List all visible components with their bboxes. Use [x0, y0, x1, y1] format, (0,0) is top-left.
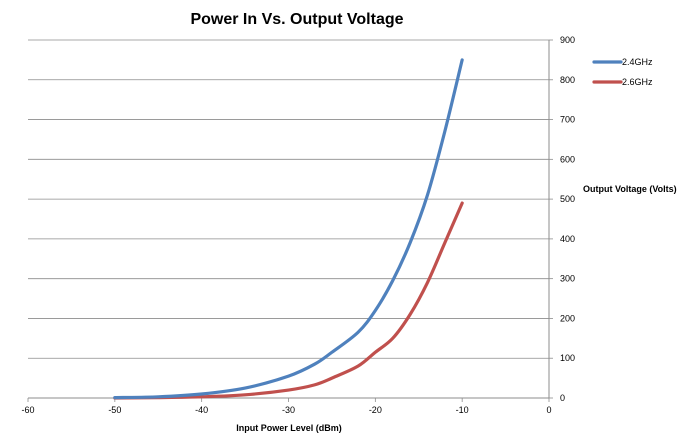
y-tick-label: 400 [560, 234, 575, 244]
legend: 2.4GHz 2.6GHz [592, 57, 653, 87]
y-tick-label: 700 [560, 115, 575, 125]
y-tick-label: 600 [560, 154, 575, 164]
y-axis-label: Output Voltage (Volts) [583, 184, 677, 194]
x-tick-label: -40 [195, 405, 208, 415]
series-line-2-6ghz [113, 201, 464, 400]
y-tick-label: 0 [560, 393, 565, 403]
x-tick-label: -60 [21, 405, 34, 415]
x-tick-label: -20 [369, 405, 382, 415]
series-lines [113, 58, 464, 400]
y-tick-label: 100 [560, 353, 575, 363]
x-axis-label: Input Power Level (dBm) [236, 423, 342, 433]
legend-label-2-4ghz: 2.4GHz [622, 57, 653, 67]
y-tick-label: 500 [560, 194, 575, 204]
grid-lines [28, 39, 549, 359]
x-tick-labels: -60 -50 -40 -30 -20 -10 0 [21, 405, 551, 415]
y-tick-labels: 0 100 200 300 400 500 600 700 800 900 [560, 35, 575, 403]
y-tick-label: 300 [560, 274, 575, 284]
y-tick-label: 900 [560, 35, 575, 45]
chart-title: Power In Vs. Output Voltage [190, 11, 403, 28]
x-tick-label: 0 [546, 405, 551, 415]
x-tick-label: -30 [282, 405, 295, 415]
x-tick-label: -50 [108, 405, 121, 415]
legend-label-2-6ghz: 2.6GHz [622, 77, 653, 87]
y-tick-label: 800 [560, 75, 575, 85]
x-tick-label: -10 [456, 405, 469, 415]
y-tick-label: 200 [560, 313, 575, 323]
series-line-2-4ghz [113, 58, 464, 400]
